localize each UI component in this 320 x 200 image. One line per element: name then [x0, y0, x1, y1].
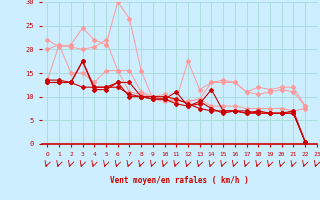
X-axis label: Vent moyen/en rafales ( km/h ): Vent moyen/en rafales ( km/h )	[110, 176, 249, 185]
